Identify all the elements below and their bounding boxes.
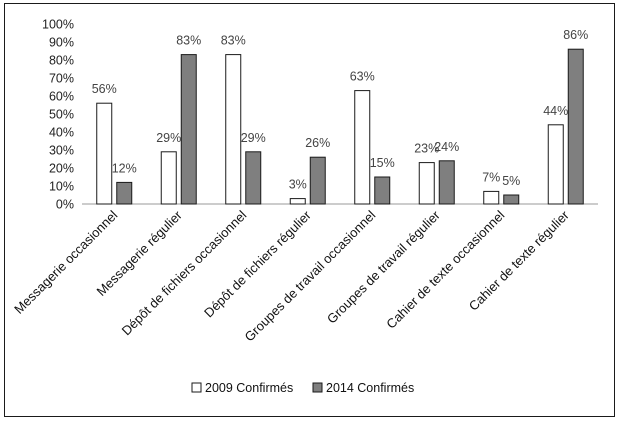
bar <box>547 124 564 205</box>
x-tick-label: Messagerie occasionnel <box>11 207 120 316</box>
data-label: 12% <box>112 161 137 175</box>
bar <box>245 151 262 205</box>
bar <box>374 176 391 205</box>
data-label: 86% <box>563 28 588 42</box>
data-label: 63% <box>350 70 375 84</box>
y-tick-label: 70% <box>49 72 74 86</box>
data-label: 83% <box>221 34 246 48</box>
data-label: 44% <box>543 104 568 118</box>
x-tick-label: Cahier de texte occasionnel <box>383 207 507 331</box>
data-label: 29% <box>156 131 181 145</box>
legend-swatch <box>312 382 323 393</box>
y-tick-label: 100% <box>42 18 74 32</box>
y-tick-label: 60% <box>49 90 74 104</box>
x-tick-label: Groupes de travail régulier <box>324 207 443 326</box>
bar <box>483 190 500 205</box>
bar <box>116 181 133 205</box>
bar <box>438 160 455 205</box>
bar <box>289 198 306 205</box>
y-tick-label: 30% <box>49 144 74 158</box>
y-tick-label: 50% <box>49 108 74 122</box>
x-tick-label: Dépôt de fichiers occasionnel <box>119 207 250 338</box>
bar <box>225 54 242 205</box>
data-label: 26% <box>305 136 330 150</box>
legend-swatch <box>191 382 202 393</box>
bar <box>418 162 435 205</box>
y-tick-label: 80% <box>49 54 74 68</box>
bar <box>309 156 326 205</box>
bar <box>96 102 113 205</box>
x-tick-label: Groupes de travail occasionnel <box>242 207 379 344</box>
y-tick-label: 20% <box>49 162 74 176</box>
data-label: 29% <box>241 131 266 145</box>
bar <box>180 54 197 205</box>
bar <box>503 194 520 205</box>
y-tick-label: 90% <box>49 36 74 50</box>
data-label: 5% <box>502 174 520 188</box>
chart-frame <box>4 3 615 417</box>
data-label: 24% <box>434 140 459 154</box>
legend-label: 2009 Confirmés <box>205 381 293 395</box>
x-tick-label: Dépôt de fichiers régulier <box>201 207 314 320</box>
legend-label: 2014 Confirmés <box>326 381 414 395</box>
bar <box>160 151 177 205</box>
data-label: 3% <box>289 178 307 192</box>
bar <box>354 90 371 205</box>
data-label: 56% <box>92 82 117 96</box>
data-label: 7% <box>482 170 500 184</box>
y-tick-label: 40% <box>49 126 74 140</box>
y-tick-label: 0% <box>56 198 74 212</box>
y-tick-label: 10% <box>49 180 74 194</box>
data-label: 83% <box>176 34 201 48</box>
data-label: 15% <box>370 156 395 170</box>
data-label: 23% <box>414 142 439 156</box>
bar <box>567 48 584 205</box>
